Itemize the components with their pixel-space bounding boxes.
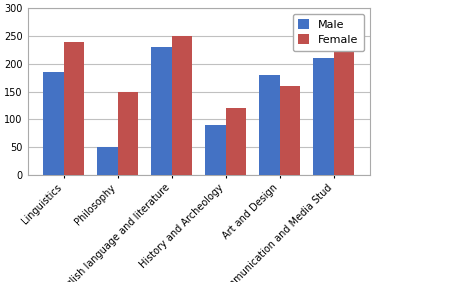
Bar	[118, 91, 138, 175]
Bar	[205, 125, 226, 175]
Bar	[151, 47, 172, 175]
Bar	[97, 147, 118, 175]
Bar	[334, 47, 354, 175]
Legend: Male, Female: Male, Female	[292, 14, 364, 51]
Bar	[259, 75, 280, 175]
Bar	[64, 41, 84, 175]
Bar	[226, 108, 246, 175]
Bar	[43, 72, 64, 175]
Bar	[172, 36, 192, 175]
Bar	[280, 86, 300, 175]
Bar	[313, 58, 334, 175]
